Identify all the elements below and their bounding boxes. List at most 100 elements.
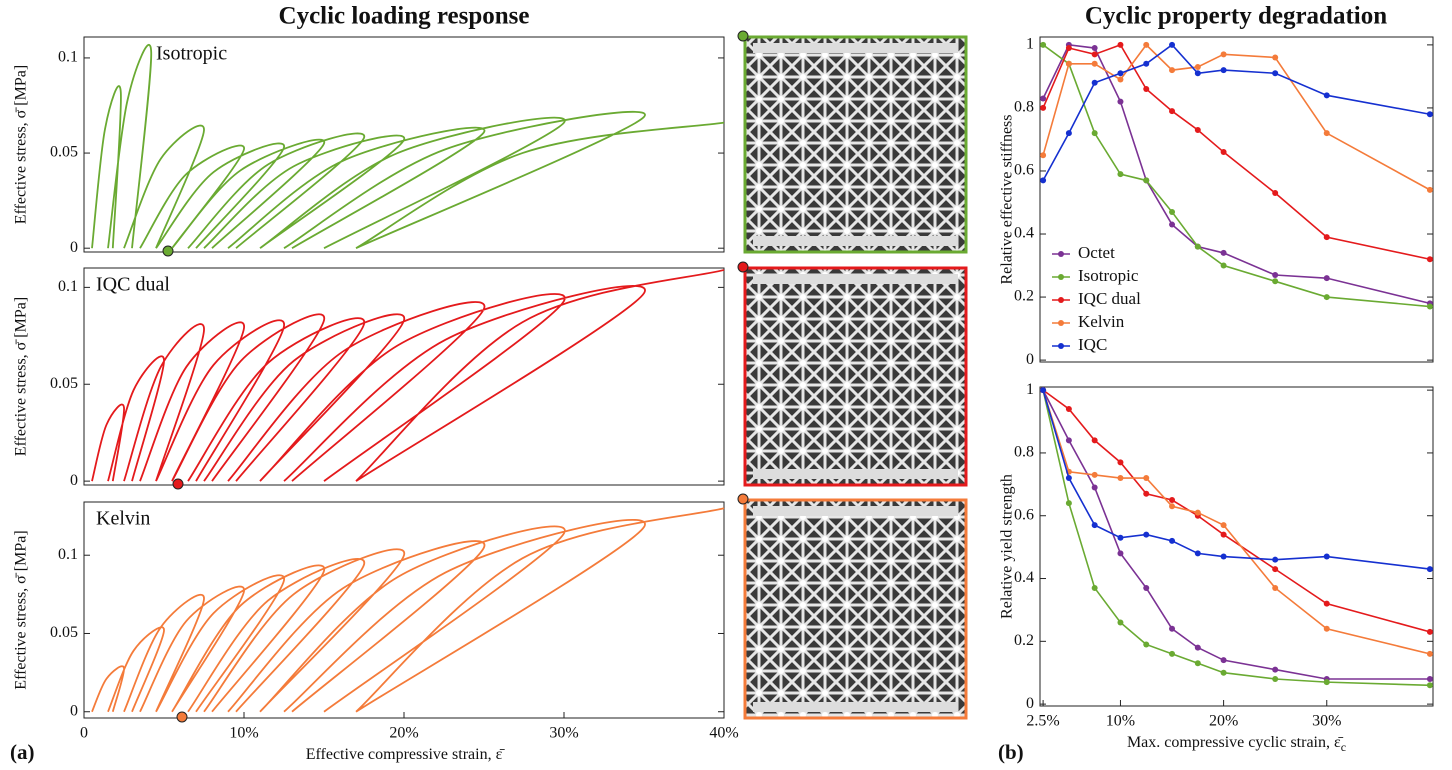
- legend-swatch: [1058, 320, 1064, 326]
- data-point: [1091, 79, 1098, 86]
- y-tick-label: 0.05: [50, 624, 78, 641]
- x-axis-label: Max. compressive cyclic strain, ε̄c: [1127, 734, 1346, 754]
- data-point: [1194, 243, 1201, 250]
- y-tick-label: 0.2: [1014, 288, 1034, 305]
- x-tick-label: 10%: [1106, 713, 1135, 730]
- y-axis-label: Relative effective stiffness: [999, 114, 1016, 284]
- legend-swatch: [1058, 343, 1064, 349]
- data-point: [1117, 70, 1124, 77]
- data-point: [1323, 234, 1330, 241]
- plot-frame: [1039, 386, 1434, 707]
- data-point: [1323, 625, 1330, 632]
- data-point: [1169, 503, 1176, 510]
- data-line: [1042, 43, 1431, 261]
- data-line: [1042, 389, 1430, 687]
- x-tick-label: 10%: [229, 725, 258, 742]
- data-point: [1323, 679, 1330, 686]
- data-point: [1272, 666, 1279, 673]
- data-point: [1426, 111, 1433, 118]
- data-point: [1220, 51, 1227, 58]
- data-point: [1272, 566, 1279, 573]
- data-point: [1323, 92, 1330, 99]
- x-tick-label: 20%: [1209, 713, 1238, 730]
- data-point: [1169, 497, 1176, 504]
- y-tick-label: 0.8: [1014, 99, 1034, 116]
- data-point: [1426, 628, 1433, 635]
- right-title: Cyclic property degradation: [1085, 3, 1387, 30]
- legend-label: IQC: [1078, 335, 1107, 354]
- data-point: [1169, 67, 1176, 74]
- y-tick-label: 0: [70, 472, 78, 489]
- data-point: [1040, 177, 1047, 184]
- data-point: [1117, 459, 1124, 466]
- data-line: [91, 44, 725, 250]
- plot-frame: [83, 267, 725, 486]
- data-point: [1220, 67, 1227, 74]
- data-point: [1040, 95, 1047, 102]
- specimen-plate: [753, 236, 958, 246]
- x-axis-label-text: Max. compressive cyclic strain, ε̄: [1127, 734, 1344, 751]
- panel-series-label: Kelvin: [96, 508, 150, 530]
- data-point: [1143, 475, 1150, 482]
- data-point: [1117, 475, 1124, 482]
- data-line: [91, 269, 725, 482]
- data-point: [1194, 70, 1201, 77]
- y-tick-label: 1: [1026, 381, 1034, 398]
- data-point: [1040, 104, 1047, 111]
- data-point: [1117, 76, 1124, 83]
- data-point: [1426, 256, 1433, 263]
- y-tick-label: 0.8: [1014, 444, 1034, 461]
- data-point: [1220, 669, 1227, 676]
- data-point: [1426, 650, 1433, 657]
- data-point: [1169, 41, 1176, 48]
- plot-frame: [83, 501, 725, 719]
- data-point: [1323, 600, 1330, 607]
- data-point: [1143, 584, 1150, 591]
- data-point: [1220, 657, 1227, 664]
- y-tick-label: 0.6: [1014, 162, 1034, 179]
- data-point: [1272, 584, 1279, 591]
- data-line: [1042, 389, 1430, 680]
- data-point: [1220, 262, 1227, 269]
- data-point: [1065, 500, 1072, 507]
- data-point: [1323, 275, 1330, 282]
- data-point: [1323, 294, 1330, 301]
- data-point: [1272, 556, 1279, 563]
- data-point: [1272, 278, 1279, 285]
- data-point: [1065, 405, 1072, 412]
- data-point: [1194, 509, 1201, 516]
- data-point: [1065, 475, 1072, 482]
- data-point: [1220, 553, 1227, 560]
- y-tick-label: 0.6: [1014, 506, 1034, 523]
- y-tick-label: 0.1: [58, 546, 78, 563]
- y-tick-label: 0: [70, 239, 78, 256]
- data-point: [1065, 60, 1072, 67]
- data-point: [1220, 149, 1227, 156]
- y-axis-label: Effective stress, σ̄ [MPa]: [13, 530, 30, 689]
- data-point: [1091, 484, 1098, 491]
- data-point: [1065, 130, 1072, 137]
- plot-frame: [83, 36, 725, 253]
- data-point: [1091, 60, 1098, 67]
- legend-label: Kelvin: [1078, 312, 1125, 331]
- photo-marker: [737, 261, 749, 273]
- data-point: [1272, 675, 1279, 682]
- data-point: [1323, 130, 1330, 137]
- data-point: [1091, 437, 1098, 444]
- data-point: [1272, 70, 1279, 77]
- data-line: [1042, 44, 1431, 305]
- specimen-plate: [753, 274, 958, 284]
- y-tick-label: 0: [1026, 695, 1034, 712]
- specimen-photo: [743, 266, 968, 487]
- y-tick-label: 0.1: [58, 49, 78, 66]
- y-axis-label: Effective stress, σ̄ [MPa]: [13, 297, 30, 456]
- x-tick-label: 30%: [1312, 713, 1341, 730]
- data-point: [1194, 126, 1201, 133]
- data-point: [1091, 51, 1098, 58]
- photo-marker: [737, 493, 749, 505]
- photo-marker: [737, 30, 749, 42]
- specimen-plate: [753, 43, 958, 53]
- specimen-photo: [743, 498, 968, 720]
- x-tick-label: 40%: [709, 725, 738, 742]
- x-tick-label: 30%: [549, 725, 578, 742]
